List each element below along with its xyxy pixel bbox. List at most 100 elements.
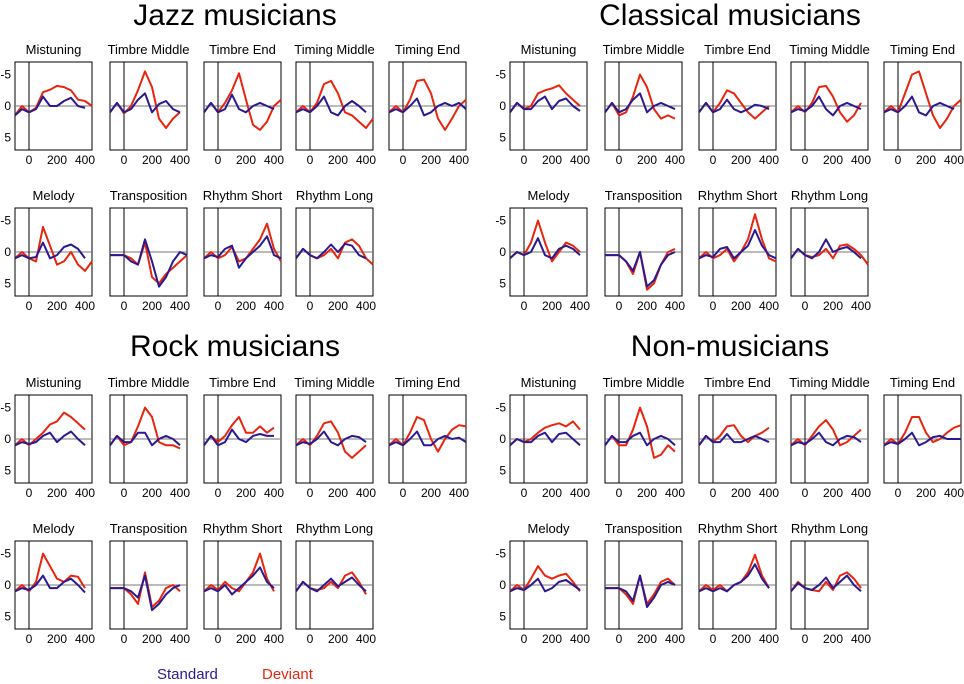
- x-tick-label: 0: [400, 153, 407, 167]
- x-tick-label: 0: [26, 299, 33, 313]
- x-tick-label: 200: [142, 632, 162, 646]
- erp-panel: Rhythm Long 0 200 400: [295, 188, 376, 313]
- x-tick-label: 200: [47, 299, 67, 313]
- erp-panel: Mistuning -5 0 5 0 200 400: [495, 42, 590, 167]
- x-tick-label: 200: [823, 632, 843, 646]
- standard-series-line: [110, 238, 188, 288]
- deviant-series-line: [509, 84, 581, 113]
- panel-title: Transposition: [110, 521, 188, 536]
- y-tick-label: -5: [495, 401, 506, 415]
- standard-series-line: [698, 229, 777, 260]
- x-tick-label: 200: [47, 632, 67, 646]
- x-tick-label: 0: [400, 486, 407, 500]
- deviant-series-line: [388, 416, 467, 453]
- x-tick-label: 400: [170, 632, 190, 646]
- x-tick-label: 400: [75, 486, 95, 500]
- x-tick-label: 200: [637, 299, 657, 313]
- x-tick-label: 200: [142, 299, 162, 313]
- erp-panel: Transposition 0 200 400: [604, 188, 685, 313]
- panel-title: Timbre Middle: [108, 375, 190, 390]
- panel-title: Timing End: [890, 42, 955, 57]
- x-tick-label: 400: [170, 299, 190, 313]
- erp-panel: Transposition 0 200 400: [604, 521, 685, 646]
- x-tick-label: 0: [215, 153, 222, 167]
- x-tick-label: 200: [731, 486, 751, 500]
- x-tick-label: 200: [731, 299, 751, 313]
- x-tick-label: 0: [802, 153, 809, 167]
- x-tick-label: 200: [328, 632, 348, 646]
- panel-title: Timbre End: [209, 42, 276, 57]
- standard-series-line: [790, 95, 862, 117]
- standard-series-line: [605, 251, 676, 288]
- y-tick-label: 0: [499, 245, 506, 259]
- y-tick-label: -5: [0, 68, 11, 82]
- x-tick-label: 0: [121, 632, 128, 646]
- panel-title: Melody: [33, 188, 75, 203]
- standard-series-line: [14, 95, 86, 117]
- standard-series-line: [509, 577, 581, 593]
- standard-series-line: [295, 242, 367, 260]
- standard-series-line: [509, 431, 581, 447]
- x-tick-label: 200: [542, 153, 562, 167]
- legend-deviant: Deviant: [262, 666, 313, 683]
- x-tick-label: 400: [665, 299, 685, 313]
- panel-title: Rhythm Short: [698, 188, 778, 203]
- deviant-series-line: [109, 70, 181, 129]
- x-tick-label: 0: [121, 153, 128, 167]
- standard-series-line: [109, 431, 181, 447]
- x-tick-label: 400: [570, 299, 590, 313]
- erp-panel: Mistuning -5 0 5 0 200 400: [495, 375, 590, 500]
- y-tick-label: -5: [0, 401, 11, 415]
- panel-title: Melody: [33, 521, 75, 536]
- x-tick-label: 0: [802, 632, 809, 646]
- group-title: Rock musicians: [130, 330, 340, 363]
- x-tick-label: 400: [170, 486, 190, 500]
- x-tick-label: 400: [356, 299, 376, 313]
- x-tick-label: 0: [802, 486, 809, 500]
- x-tick-label: 400: [759, 153, 779, 167]
- x-tick-label: 400: [75, 632, 95, 646]
- erp-panel: Timing Middle 0 200 400: [789, 42, 871, 167]
- y-tick-label: 5: [4, 130, 11, 144]
- deviant-series-line: [295, 79, 374, 129]
- y-tick-label: 0: [4, 432, 11, 446]
- standard-series-line: [109, 92, 181, 114]
- y-tick-label: 5: [499, 609, 506, 623]
- erp-panel: Timing End 0 200 400: [883, 42, 964, 167]
- standard-series-line: [509, 237, 581, 260]
- x-tick-label: 400: [851, 299, 871, 313]
- standard-series-line: [605, 574, 676, 608]
- y-tick-label: 5: [499, 130, 506, 144]
- x-tick-label: 400: [264, 486, 284, 500]
- erp-panel: Transposition 0 200 400: [109, 188, 190, 313]
- y-tick-label: 0: [4, 245, 11, 259]
- deviant-series-line: [110, 241, 188, 285]
- panel-title: Timing Middle: [294, 375, 374, 390]
- x-tick-label: 0: [710, 632, 717, 646]
- x-tick-label: 0: [521, 299, 528, 313]
- erp-panel: Mistuning -5 0 5 0 200 400: [0, 375, 95, 500]
- erp-panel: Rhythm Short 0 200 400: [698, 521, 780, 646]
- x-tick-label: 0: [26, 632, 33, 646]
- x-tick-label: 0: [710, 153, 717, 167]
- x-tick-label: 400: [356, 486, 376, 500]
- y-tick-label: 5: [499, 463, 506, 477]
- x-tick-label: 200: [916, 153, 936, 167]
- x-tick-label: 200: [731, 153, 751, 167]
- standard-series-line: [790, 238, 862, 260]
- x-tick-label: 0: [26, 153, 33, 167]
- group-title: Non-musicians: [631, 330, 829, 363]
- erp-panel: Rhythm Short 0 200 400: [698, 188, 780, 313]
- standard-series-line: [604, 431, 676, 447]
- standard-series-line: [698, 563, 770, 593]
- panel-title: Melody: [528, 521, 570, 536]
- x-tick-label: 400: [944, 486, 964, 500]
- standard-series-line: [388, 97, 467, 117]
- x-tick-label: 0: [616, 486, 623, 500]
- x-tick-label: 200: [823, 486, 843, 500]
- x-tick-label: 0: [895, 153, 902, 167]
- erp-panel: Melody -5 0 5 0 200 400: [0, 188, 95, 313]
- standard-series-line: [698, 98, 770, 114]
